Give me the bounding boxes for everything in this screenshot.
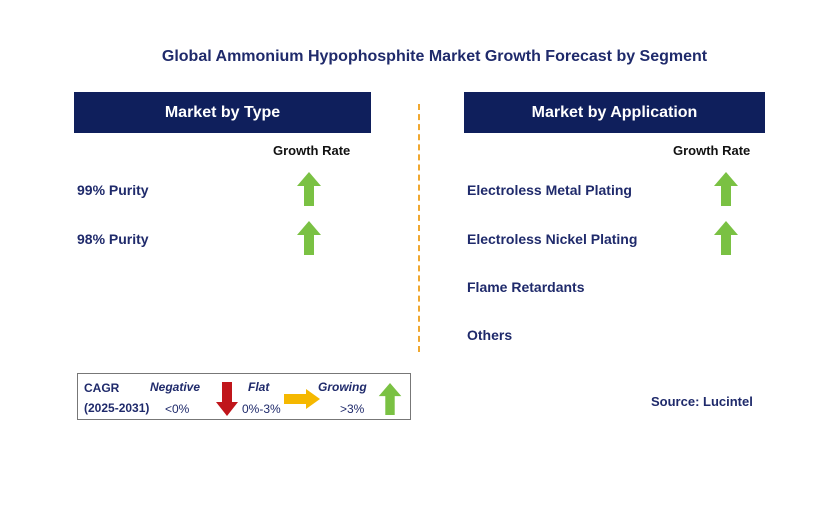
- section-divider: [418, 104, 420, 352]
- market-by-application-header: Market by Application: [464, 92, 765, 133]
- legend-cagr-label: CAGR: [84, 381, 120, 395]
- type-item-98-purity: 98% Purity: [77, 231, 149, 247]
- growth-rate-label-type: Growth Rate: [273, 143, 351, 158]
- growing-arrow-icon: [714, 172, 738, 206]
- cagr-legend: CAGR (2025-2031) Negative <0% Flat 0%-3%…: [77, 373, 411, 420]
- legend-negative-label: Negative: [150, 380, 201, 394]
- legend-negative-range: <0%: [165, 402, 190, 416]
- legend-flat-range: 0%-3%: [242, 402, 281, 416]
- market-by-type-header: Market by Type: [74, 92, 371, 133]
- negative-arrow-icon: [216, 382, 238, 416]
- application-item-electroless-metal-plating: Electroless Metal Plating: [467, 182, 632, 198]
- legend-period-label: (2025-2031): [84, 401, 150, 415]
- legend-growing-label: Growing: [318, 380, 367, 394]
- source-label: Source: Lucintel: [651, 394, 753, 409]
- growing-arrow-icon: [714, 221, 738, 255]
- application-item-electroless-nickel-plating: Electroless Nickel Plating: [467, 231, 638, 247]
- type-item-99-purity: 99% Purity: [77, 182, 149, 198]
- flat-arrow-icon: [284, 389, 320, 409]
- legend-flat-label: Flat: [248, 380, 270, 394]
- legend-growing-range: >3%: [340, 402, 365, 416]
- growing-arrow-icon: [297, 172, 321, 206]
- growing-arrow-icon: [297, 221, 321, 255]
- growth-rate-label-application: Growth Rate: [673, 143, 751, 158]
- growing-arrow-icon: [378, 383, 402, 415]
- application-item-others: Others: [467, 327, 513, 343]
- chart-title: Global Ammonium Hypophosphite Market Gro…: [161, 48, 708, 65]
- application-item-flame-retardants: Flame Retardants: [467, 279, 585, 295]
